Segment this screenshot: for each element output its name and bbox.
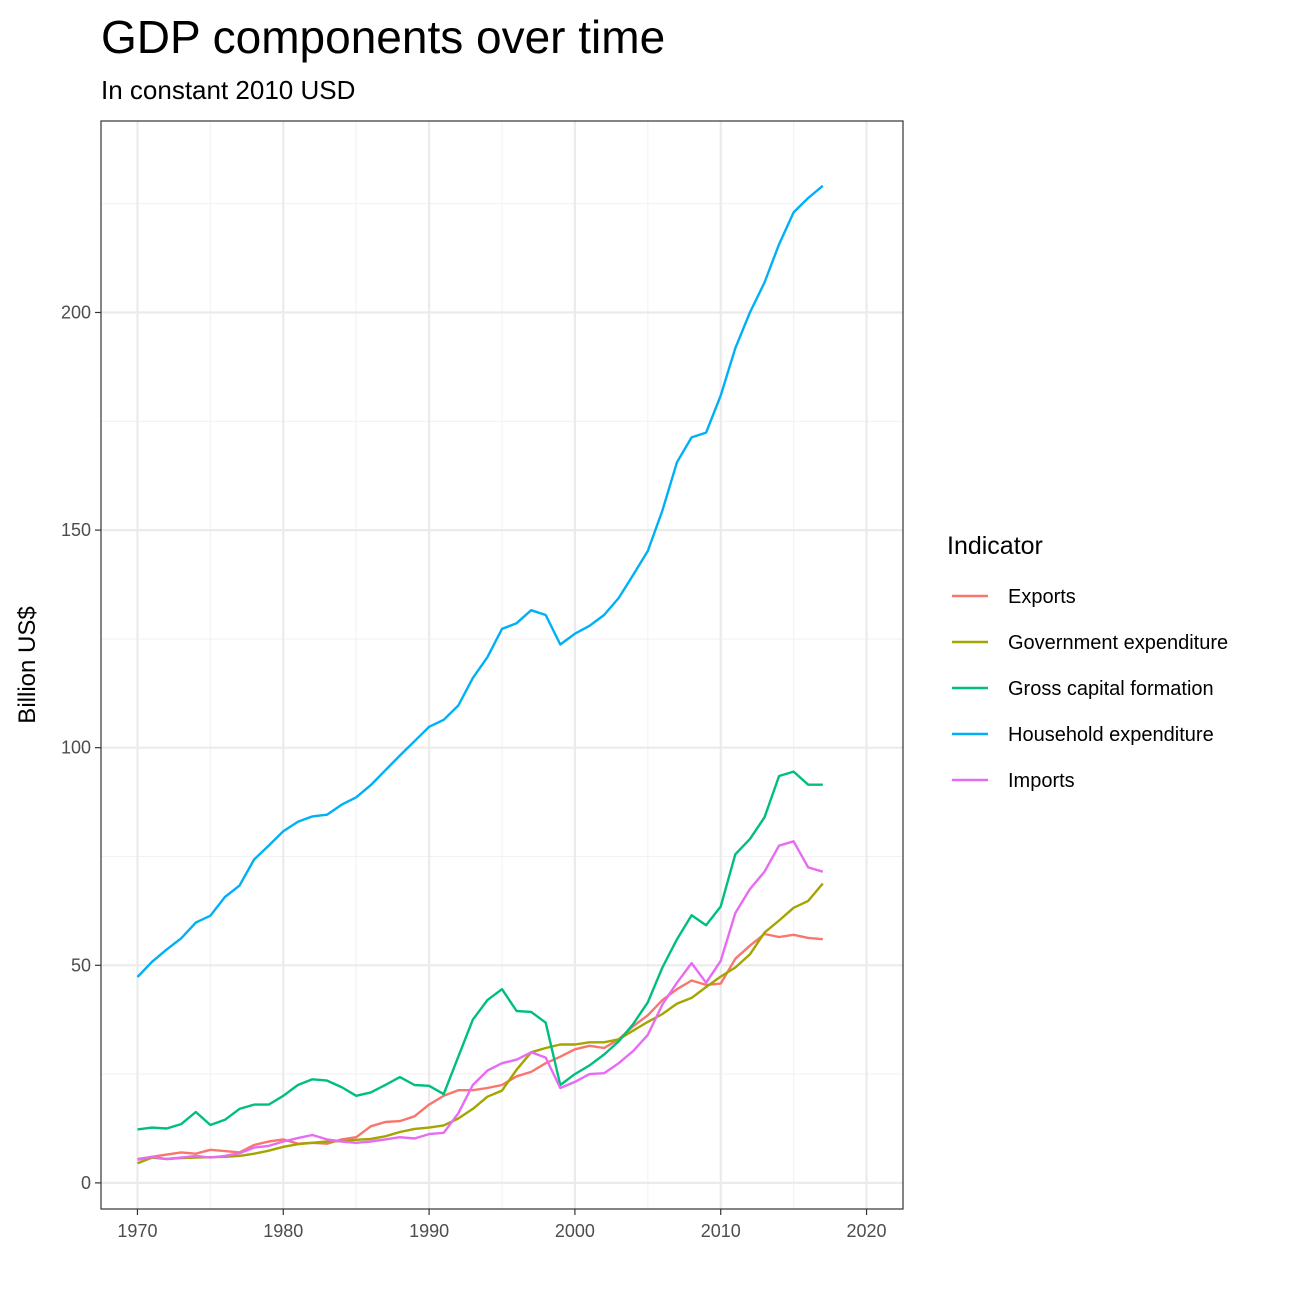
legend-label-exports: Exports	[1008, 586, 1076, 608]
legend-label-imports: Imports	[1008, 770, 1075, 792]
legend-items: Exports Government expenditure Gross capit…	[952, 586, 1228, 792]
plot-panel	[100, 120, 904, 1210]
y-tick-label: 150	[61, 520, 91, 540]
series-line-government-expenditure	[137, 882, 824, 1165]
y-tick-label: 200	[61, 302, 91, 322]
x-tick-label: 1970	[117, 1221, 157, 1241]
legend-item-imports: Imports	[952, 770, 1075, 792]
y-axis-title: Billion US$	[14, 606, 41, 723]
series-line-gross-capital-formation	[137, 770, 823, 1131]
y-axis: 0 50 100 150 200	[61, 302, 101, 1193]
x-tick-label: 2000	[555, 1221, 595, 1241]
x-tick-label: 2020	[847, 1221, 887, 1241]
series-lines	[136, 184, 824, 1165]
x-tick-label: 1980	[263, 1221, 303, 1241]
legend-item-government-expenditure: Government expenditure	[952, 632, 1228, 654]
series-line-household-expenditure	[136, 184, 824, 978]
y-tick-label: 100	[61, 738, 91, 758]
x-axis: 1970 1980 1990 2000 2010 2020	[117, 1209, 887, 1241]
x-tick-label: 1990	[409, 1221, 449, 1241]
major-gridlines	[101, 121, 903, 1209]
legend-item-exports: Exports	[952, 586, 1076, 608]
x-tick-label: 2010	[701, 1221, 741, 1241]
legend-label-household-expenditure: Household expenditure	[1008, 724, 1214, 746]
minor-gridlines	[101, 121, 903, 1209]
legend-label-government-expenditure: Government expenditure	[1008, 632, 1228, 654]
legend-label-gross-capital-formation: Gross capital formation	[1008, 678, 1214, 700]
panel-border	[100, 120, 904, 1210]
legend-item-gross-capital-formation: Gross capital formation	[952, 678, 1214, 700]
legend-title: Indicator	[947, 532, 1043, 560]
legend-item-household-expenditure: Household expenditure	[952, 724, 1214, 746]
chart-title: GDP components over time	[101, 11, 665, 63]
series-line-imports	[137, 840, 824, 1161]
legend: Indicator Exports Government expenditure G…	[947, 532, 1228, 792]
y-tick-label: 0	[81, 1173, 91, 1193]
y-tick-label: 50	[71, 955, 91, 975]
chart-subtitle: In constant 2010 USD	[101, 75, 355, 105]
